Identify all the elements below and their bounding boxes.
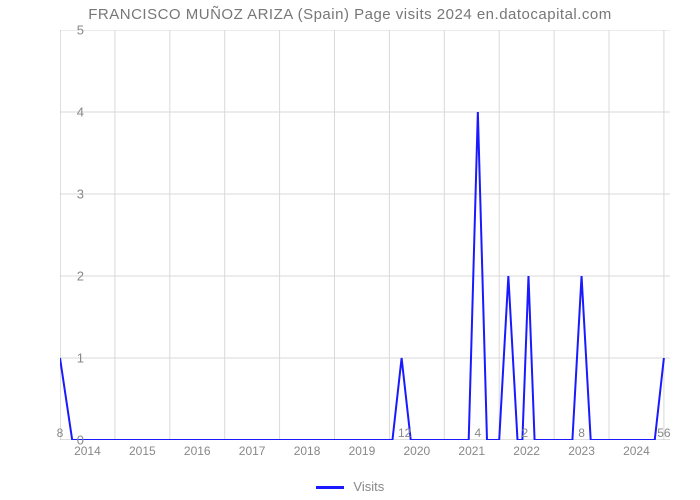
secondary-x-label: 4 [475,426,482,440]
chart-container: FRANCISCO MUÑOZ ARIZA (Spain) Page visit… [0,0,700,500]
chart-legend: Visits [0,479,700,494]
x-tick-label: 2015 [129,444,156,458]
plot-area [60,30,670,440]
secondary-x-label: 56 [657,426,670,440]
x-tick-label: 2016 [184,444,211,458]
x-tick-label: 2024 [623,444,650,458]
x-tick-label: 2022 [513,444,540,458]
legend-label: Visits [353,479,384,494]
x-tick-label: 2023 [568,444,595,458]
y-tick-label: 5 [44,23,84,38]
legend-swatch [316,486,344,489]
secondary-x-label: 8 [57,426,64,440]
x-tick-label: 2021 [458,444,485,458]
y-tick-label: 3 [44,187,84,202]
x-tick-label: 2018 [294,444,321,458]
chart-title: FRANCISCO MUÑOZ ARIZA (Spain) Page visit… [0,6,700,23]
y-tick-label: 2 [44,269,84,284]
secondary-x-label: 8 [578,426,585,440]
secondary-x-label: 2 [521,426,528,440]
x-tick-label: 2017 [239,444,266,458]
x-tick-label: 2019 [349,444,376,458]
chart-svg [60,30,670,440]
x-tick-label: 2020 [403,444,430,458]
x-tick-label: 2014 [74,444,101,458]
y-tick-label: 1 [44,351,84,366]
y-tick-label: 4 [44,105,84,120]
secondary-x-label: 12 [398,426,411,440]
